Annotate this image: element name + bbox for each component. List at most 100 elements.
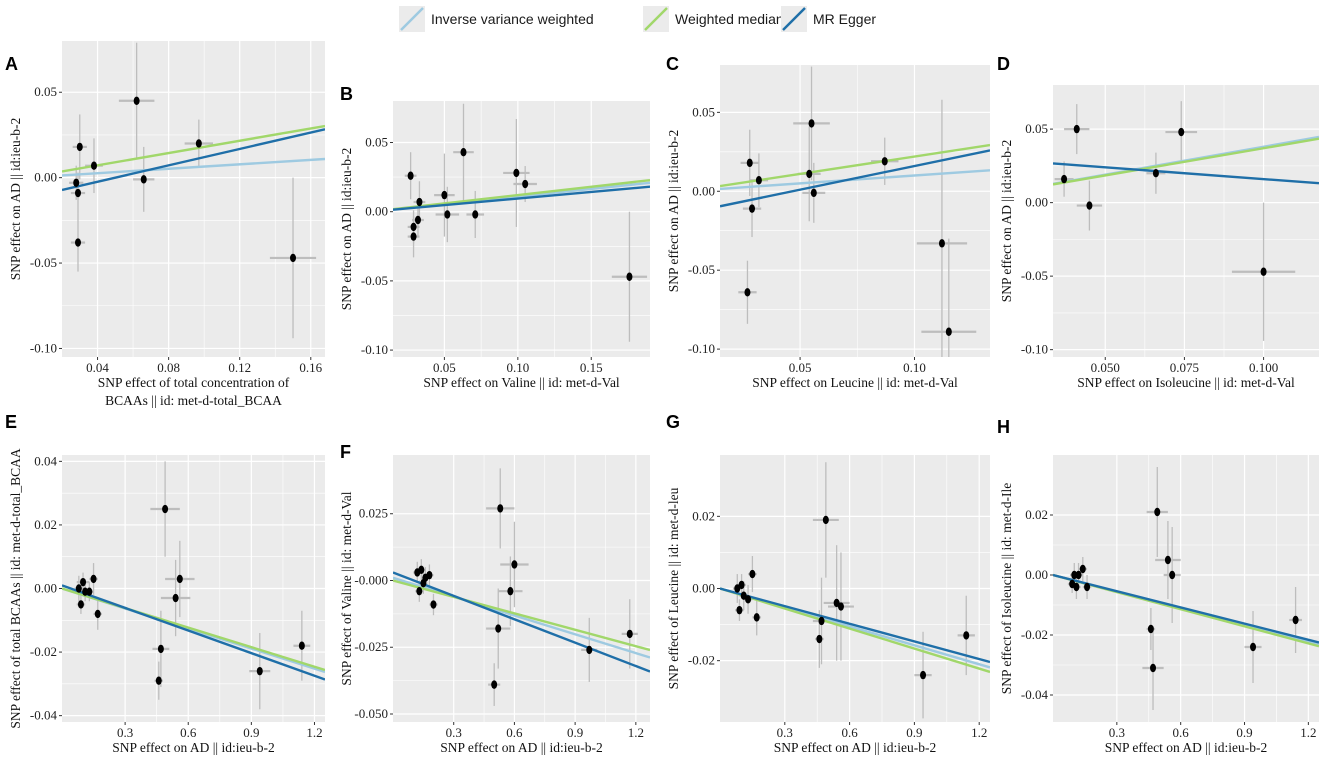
y-tick-label: 0.04 [34, 453, 57, 468]
data-point [749, 569, 756, 579]
x-tick-label: 1.2 [1300, 725, 1316, 740]
data-point [82, 587, 89, 596]
data-point [444, 210, 451, 219]
y-axis-label: SNP effect of Isoleucine || id: met-d-Il… [999, 483, 1014, 695]
data-point [430, 600, 437, 609]
y-tick-label: -0.050 [354, 706, 388, 721]
y-tick-label: 0.00 [1025, 567, 1048, 582]
y-tick-label: 0.05 [34, 84, 57, 99]
data-layer [1053, 101, 1319, 341]
data-point [410, 232, 417, 241]
data-point [507, 586, 514, 596]
y-tick-label: -0.02 [688, 653, 715, 668]
data-point [133, 96, 140, 105]
data-point [157, 644, 164, 654]
y-tick-label: 0.00 [365, 204, 388, 219]
data-point [290, 253, 297, 263]
gridlines [1053, 455, 1319, 722]
y-axis-label: SNP effect of total BCAAs || id: met-d-t… [8, 448, 23, 729]
y-axis-label: SNP effect on AD || id:ieu-b-2 [666, 130, 681, 293]
data-point [195, 139, 202, 148]
x-axis-label: SNP effect on AD || id:ieu-b-2 [112, 740, 275, 755]
x-tick-label: 0.9 [1236, 725, 1252, 740]
x-tick-label: 0.9 [567, 725, 583, 740]
regression-line-wm [393, 579, 650, 652]
data-point [746, 158, 753, 168]
legend-label-wm: Weighted median [675, 11, 784, 27]
regression-line-wm [720, 143, 990, 188]
x-axis-label: SNP effect on Isoleucine || id: met-d-Va… [1077, 375, 1295, 390]
data-point [1061, 174, 1068, 184]
panel-letter: D [997, 54, 1010, 74]
x-tick-label: 0.6 [180, 725, 197, 740]
data-point [94, 609, 101, 619]
gridlines [393, 455, 650, 722]
x-tick-label: 0.05 [789, 360, 812, 375]
panel-letter: F [340, 442, 351, 462]
panel-h: H 0.3 0.6 0.9 1.2 -0.04 -0.02 0.00 0.02 SNP effec… [997, 417, 1319, 755]
data-point [298, 641, 305, 650]
x-axis-label: SNP effect on Valine || id: met-d-Val [423, 375, 620, 390]
legend-item-wm: Weighted median [643, 6, 784, 32]
regression-line-egger [393, 571, 650, 673]
y-tick-label: -0.10 [1021, 342, 1048, 357]
x-tick-label: 0.100 [1249, 360, 1278, 375]
panel-letter: H [997, 417, 1010, 437]
data-layer [1053, 467, 1319, 710]
legend-key-egger [781, 6, 807, 32]
data-point [90, 574, 97, 584]
regression-line-wm [62, 124, 325, 173]
gridlines [1053, 85, 1319, 357]
data-point [1086, 201, 1093, 210]
data-point [75, 584, 82, 593]
data-point [626, 272, 633, 281]
panel-g: G 0.3 0.6 0.9 1.2 -0.02 0.00 0.02 SNP effect on … [666, 412, 990, 755]
data-point [753, 613, 760, 622]
y-axis-label: SNP effect of Valine || id: met-d-Val [339, 491, 354, 685]
x-axis-label: SNP effect of total concentration of [98, 375, 290, 390]
plot-background [393, 101, 650, 357]
y-tick-label: 0.00 [1025, 195, 1048, 210]
x-tick-label: 1.2 [971, 725, 987, 740]
y-tick-label: -0.10 [688, 341, 715, 356]
gridlines [720, 65, 990, 357]
y-axis-label: SNP effect on AD || id:ieu-b-2 [999, 140, 1014, 303]
panel-e: E 0.3 0.6 0.9 1.2 -0.04 -0.02 0.00 0.02 0.04 SNP e… [5, 412, 325, 755]
data-point [80, 577, 87, 587]
gridlines [393, 101, 650, 357]
data-point [833, 598, 840, 608]
legend-label-egger: MR Egger [813, 11, 877, 27]
y-tick-label: 0.00 [692, 581, 715, 596]
data-point [74, 188, 81, 198]
legend-item-egger: MR Egger [781, 6, 876, 32]
data-point [808, 119, 815, 128]
data-point [441, 190, 448, 200]
regression-line-egger [62, 128, 325, 192]
y-tick-label: 0.05 [365, 135, 388, 150]
regression-line-egger [393, 185, 650, 211]
y-tick-label: -0.02 [30, 644, 57, 659]
legend-line-ivw [400, 7, 424, 31]
x-tick-label: 0.6 [506, 725, 523, 740]
data-point [172, 593, 179, 603]
y-tick-label: -0.025 [354, 639, 388, 654]
panel-letter: A [5, 54, 18, 74]
y-axis-label: SNP effect of Leucine || id: met-d-leu [666, 487, 681, 689]
data-point [745, 595, 752, 604]
data-point [410, 222, 417, 232]
y-tick-label: -0.02 [1021, 627, 1048, 642]
x-tick-label: 0.050 [1091, 360, 1120, 375]
data-point [837, 602, 844, 611]
plot-background [62, 41, 325, 357]
x-tick-label: 0.9 [906, 725, 922, 740]
data-point [744, 288, 751, 297]
data-point [497, 504, 504, 513]
data-point [740, 591, 747, 600]
y-tick-label: -0.04 [1021, 687, 1049, 702]
regression-line-egger [1053, 162, 1319, 185]
x-tick-label: 0.3 [777, 725, 793, 740]
y-tick-label: 0.00 [34, 581, 57, 596]
y-axis-label: SNP effect on AD || id:ieu-b-2 [339, 148, 354, 311]
legend-label-ivw: Inverse variance weighted [431, 11, 594, 27]
data-point [155, 676, 162, 685]
